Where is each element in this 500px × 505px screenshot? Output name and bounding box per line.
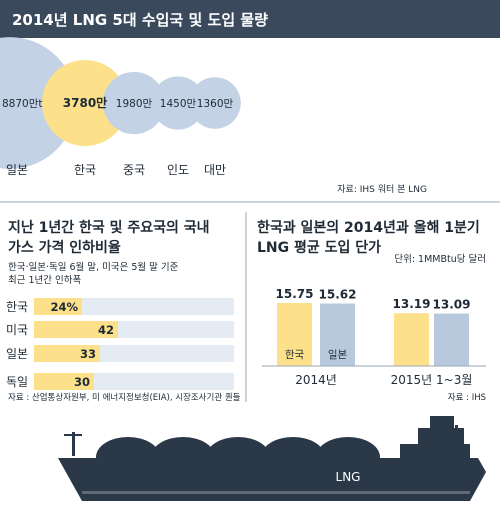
- lng-price-title-line2: LNG 평균 도입 단가: [257, 239, 381, 256]
- lng-price-category-label: 2015년 1~3월: [391, 373, 473, 387]
- price-cut-value-label: 42: [98, 323, 114, 337]
- bubble-category-label: 한국: [74, 163, 96, 177]
- waterline: [82, 491, 470, 494]
- lng-price-title-line1: 한국과 일본의 2014년과 올해 1분기: [257, 219, 480, 236]
- lng-price-section: 한국과 일본의 2014년과 올해 1분기 LNG 평균 도입 단가 단위: 1…: [257, 219, 486, 403]
- price-cut-category-label: 독일: [6, 375, 28, 389]
- price-cut-title-line1: 지난 1년간 한국 및 주요국의 국내: [8, 219, 210, 236]
- price-cut-source: 자료 : 산업통상자원부, 미 에너지정보청(EIA), 시장조사기관 퀀들: [8, 392, 241, 403]
- ship-hull: [58, 458, 486, 501]
- funnel: [446, 418, 450, 430]
- bow-mast-arm: [64, 434, 82, 436]
- bubble-value-label: 1980만: [116, 98, 153, 110]
- bubble-category-label: 중국: [123, 163, 145, 177]
- header-band: [0, 0, 500, 38]
- lng-price-bar: [320, 303, 355, 366]
- bridge-house: [418, 428, 464, 446]
- price-cut-bar: [34, 298, 82, 315]
- price-cut-value-label: 24%: [50, 300, 78, 314]
- bubble-category-label: 일본: [6, 163, 28, 177]
- price-cut-bar: [34, 321, 118, 338]
- price-cut-bar-track: [34, 298, 234, 315]
- bridge-top: [430, 416, 454, 430]
- bubble-value-label: 1360만: [197, 98, 234, 110]
- lng-price-value-label: 15.75: [276, 287, 314, 301]
- price-cut-subtitle-line1: 한국·일본·독일 6월 말, 미국은 5월 말 기준: [8, 261, 179, 273]
- price-cut-section: 지난 1년간 한국 및 주요국의 국내 가스 가격 인하비율 한국·일본·독일 …: [6, 219, 241, 403]
- lng-price-bar: [434, 313, 469, 366]
- price-cut-bar: [34, 345, 100, 362]
- ship-lng-label: LNG: [336, 470, 361, 484]
- lng-ship-illustration: LNG: [58, 416, 486, 501]
- lng-price-category-label: 2014년: [295, 373, 337, 387]
- price-cut-value-label: 33: [80, 347, 96, 361]
- price-cut-value-label: 30: [74, 375, 90, 389]
- bow-mast: [72, 432, 75, 456]
- bubble-3: [151, 76, 205, 130]
- bubble-0: [0, 37, 76, 169]
- lng-price-value-label: 13.09: [433, 298, 471, 312]
- price-cut-bar: [34, 373, 94, 390]
- lng-price-bar: [394, 313, 429, 366]
- bubble-value-label: 3780만: [63, 95, 107, 110]
- lng-price-unit: 단위: 1MMBtu당 달러: [394, 253, 486, 265]
- bubble-1: [42, 60, 128, 146]
- bridge-deck: [400, 444, 470, 460]
- bubble-2: [102, 71, 166, 135]
- price-cut-category-label: 한국: [6, 300, 28, 314]
- bubble-category-label: 인도: [167, 163, 189, 177]
- price-cut-category-label: 일본: [6, 347, 28, 361]
- lng-price-value-label: 13.19: [393, 297, 431, 311]
- lng-price-series-label: 한국: [285, 349, 305, 361]
- price-cut-title-line2: 가스 가격 인하비율: [8, 239, 121, 256]
- lng-price-source: 자료 : IHS: [448, 393, 486, 403]
- import-volume-section: 2014년 LNG 5대 수입국 및 도입 물량 8870만t 일본 3780만한국…: [0, 0, 500, 195]
- aft-mast: [455, 425, 458, 443]
- lng-price-series-label: 일본: [328, 348, 348, 361]
- price-cut-subtitle-line2: 최근 1년간 인하폭: [8, 274, 82, 286]
- import-volume-source: 자료: IHS 워터 본 LNG: [337, 184, 427, 195]
- lng-price-bars: 15.75 한국 13.19 15.62 일본 13.09 2014년 2015년 1~3월: [262, 287, 486, 387]
- bubble-value-label: 8870만t: [2, 98, 43, 110]
- price-cut-bars: 한국 24% 미국 42 일본 33 독일 30: [6, 298, 234, 390]
- lng-price-value-label: 15.62: [319, 288, 357, 302]
- bubble-category-label: 대만: [204, 163, 226, 177]
- bubble-value-label: 1450만: [160, 98, 197, 110]
- bubble-4: [189, 77, 241, 129]
- lng-price-bar: [277, 303, 312, 366]
- price-cut-category-label: 미국: [6, 323, 28, 337]
- import-volume-title: 2014년 LNG 5대 수입국 및 도입 물량: [12, 11, 268, 29]
